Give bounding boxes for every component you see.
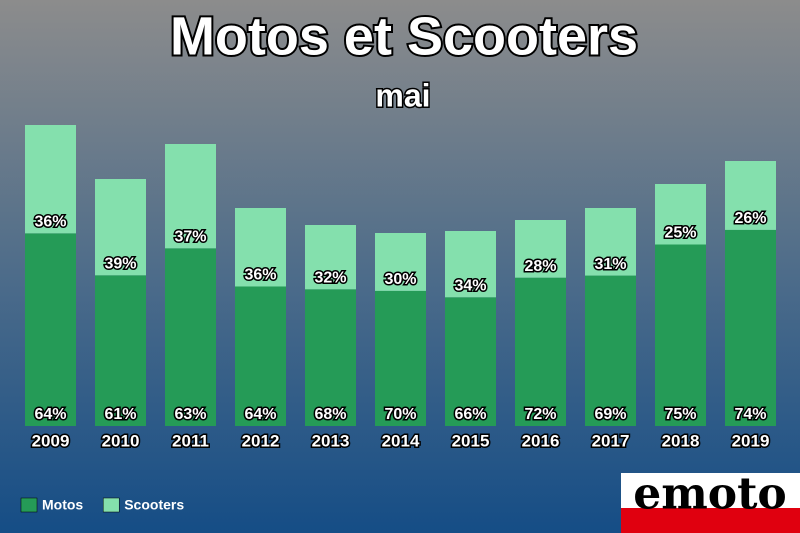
logo-band: [621, 508, 800, 533]
bar-segment: [95, 275, 146, 426]
bar-segment: [95, 179, 146, 276]
data-label: 32%: [314, 270, 346, 287]
bar-segment: [235, 286, 286, 426]
bar-segment: [585, 275, 636, 426]
logo: emoto: [633, 469, 787, 520]
data-label: 72%: [524, 406, 556, 423]
bar-segment: [375, 290, 426, 426]
data-label: 66%: [454, 406, 486, 423]
data-label: 69%: [594, 406, 626, 423]
bar-segment: [515, 220, 566, 278]
bar-segment: [235, 208, 286, 287]
x-tick-label: 2019: [732, 431, 770, 450]
bar-segment: [515, 277, 566, 426]
x-tick-label: 2016: [522, 431, 560, 450]
bar-segment: [375, 233, 426, 291]
legend-label: Scooters: [124, 497, 184, 513]
bar-segment: [655, 244, 706, 426]
chart-title: Motos et Scooters: [170, 6, 638, 66]
x-tick-label: 2011: [172, 431, 209, 450]
data-label: 64%: [244, 406, 276, 423]
legend-swatch: [102, 497, 120, 513]
bar-segment: [725, 161, 776, 230]
bar-segment: [725, 229, 776, 426]
x-tick-label: 2018: [662, 431, 700, 450]
x-tick-label: 2010: [102, 431, 140, 450]
x-tick-label: 2015: [452, 431, 490, 450]
bar-segment: [655, 184, 706, 245]
bar-segment: [165, 248, 216, 426]
data-label: 39%: [104, 256, 136, 273]
data-label: 36%: [34, 214, 66, 231]
bar-segment: [305, 225, 356, 290]
x-tick-label: 2013: [312, 431, 350, 450]
data-label: 63%: [174, 406, 206, 423]
bar-segment: [165, 144, 216, 249]
x-tick-label: 2017: [592, 431, 630, 450]
data-label: 31%: [594, 256, 626, 273]
x-tick-label: 2012: [242, 431, 280, 450]
data-label: 26%: [734, 210, 766, 227]
chart-subtitle: mai: [375, 77, 430, 113]
bar-segment: [305, 289, 356, 426]
data-label: 30%: [384, 271, 416, 288]
x-tick-label: 2014: [382, 431, 420, 450]
x-tick-label: 2009: [32, 431, 70, 450]
legend-swatch: [20, 497, 38, 513]
data-label: 37%: [174, 229, 206, 246]
bar-segment: [585, 208, 636, 276]
bar-segment: [25, 125, 76, 234]
data-label: 64%: [34, 406, 66, 423]
bar-segment: [445, 231, 496, 298]
data-label: 75%: [664, 406, 696, 423]
data-label: 28%: [524, 258, 556, 275]
data-label: 34%: [454, 278, 486, 295]
bar-segment: [445, 297, 496, 426]
data-label: 36%: [244, 267, 276, 284]
data-label: 74%: [734, 406, 766, 423]
bar-segment: [25, 233, 76, 426]
data-label: 70%: [384, 406, 416, 423]
data-label: 68%: [314, 406, 346, 423]
legend-label: Motos: [42, 497, 83, 513]
data-label: 61%: [104, 406, 136, 423]
data-label: 25%: [664, 225, 696, 242]
